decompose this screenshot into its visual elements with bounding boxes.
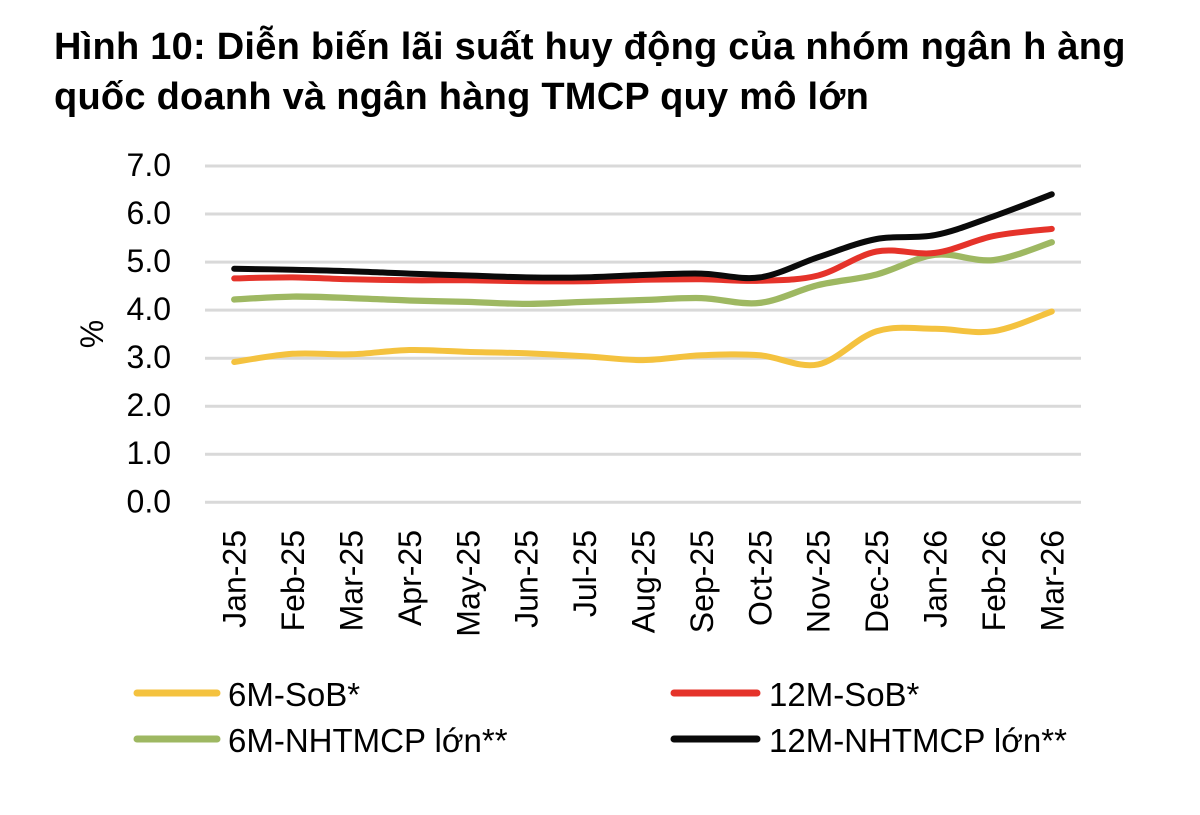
svg-text:Jan-26: Jan-26	[918, 530, 954, 628]
svg-text:Feb-26: Feb-26	[976, 530, 1012, 631]
svg-text:Sep-25: Sep-25	[684, 530, 720, 633]
svg-text:Dec-25: Dec-25	[859, 530, 895, 633]
svg-text:Apr-25: Apr-25	[392, 530, 428, 626]
svg-text:3.0: 3.0	[127, 339, 171, 375]
svg-text:6M-SoB*: 6M-SoB*	[228, 676, 360, 713]
svg-text:Mar-26: Mar-26	[1034, 530, 1070, 631]
svg-text:5.0: 5.0	[127, 243, 171, 279]
svg-text:Aug-25: Aug-25	[626, 530, 662, 633]
svg-text:Feb-25: Feb-25	[275, 530, 311, 631]
svg-text:Jan-25: Jan-25	[217, 530, 253, 628]
svg-text:Jul-25: Jul-25	[567, 530, 603, 617]
svg-text:Oct-25: Oct-25	[742, 530, 778, 626]
svg-text:4.0: 4.0	[127, 291, 171, 327]
svg-text:1.0: 1.0	[127, 435, 171, 471]
svg-text:%: %	[74, 320, 110, 348]
svg-text:Mar-25: Mar-25	[334, 530, 370, 631]
svg-text:6M-NHTMCP lớn**: 6M-NHTMCP lớn**	[228, 722, 508, 759]
svg-text:7.0: 7.0	[127, 147, 171, 183]
svg-text:May-25: May-25	[450, 530, 486, 637]
svg-text:2.0: 2.0	[127, 387, 171, 423]
svg-text:Nov-25: Nov-25	[801, 530, 837, 633]
svg-text:Jun-25: Jun-25	[509, 530, 545, 628]
svg-text:0.0: 0.0	[127, 483, 171, 519]
svg-text:12M-SoB*: 12M-SoB*	[769, 676, 920, 713]
svg-text:6.0: 6.0	[127, 195, 171, 231]
svg-text:12M-NHTMCP lớn**: 12M-NHTMCP lớn**	[769, 722, 1067, 759]
